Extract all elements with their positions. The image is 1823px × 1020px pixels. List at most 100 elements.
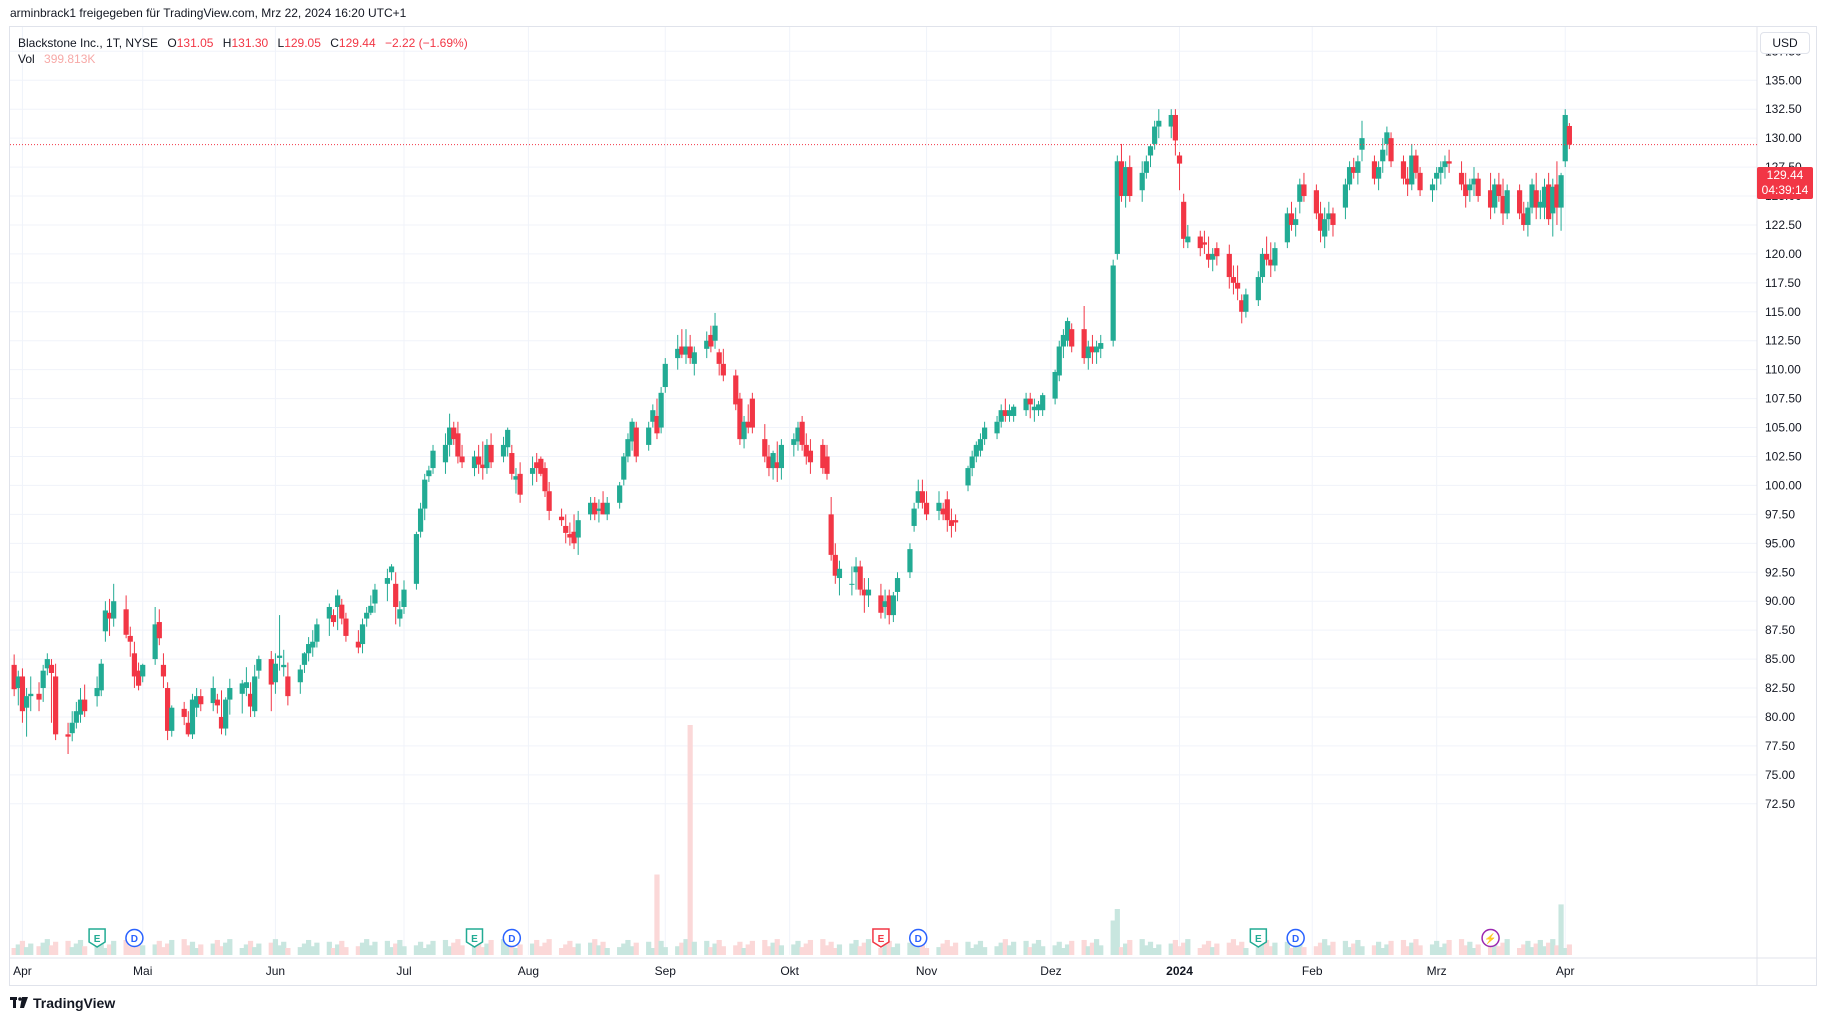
dividend-marker[interactable]: D: [125, 928, 144, 948]
volume-bar: [679, 942, 685, 955]
candle-body: [1176, 155, 1183, 164]
candle-body: [1031, 406, 1037, 411]
y-tick-label: 92.50: [1765, 565, 1795, 579]
publisher-line: arminbrack1 freigegeben für TradingView.…: [10, 6, 407, 20]
candle-body: [1429, 184, 1436, 191]
earnings-marker[interactable]: E: [1249, 928, 1268, 948]
candle-body: [745, 421, 751, 428]
volume-bar: [1380, 948, 1386, 955]
earnings-icon: [88, 928, 106, 948]
volume-bar: [281, 941, 287, 955]
volume-bar: [1234, 945, 1241, 955]
symbol-name[interactable]: Blackstone Inc., 1T, NYSE: [18, 36, 159, 50]
candle-body: [563, 525, 569, 533]
volume-bar: [1006, 945, 1013, 955]
candle-body: [500, 444, 507, 457]
candle-body: [861, 589, 867, 596]
candle-body: [1168, 114, 1174, 127]
currency-button[interactable]: USD: [1760, 32, 1810, 54]
y-tick-label: 110.00: [1765, 363, 1801, 377]
close-label: C: [330, 36, 339, 50]
volume-bar: [1272, 942, 1278, 955]
tradingview-logo[interactable]: TradingView: [10, 995, 115, 1011]
candle-body: [1234, 282, 1241, 289]
volume-bar: [401, 946, 407, 955]
candle-body: [1002, 410, 1008, 416]
volume-bar: [965, 941, 971, 955]
volume-label[interactable]: Vol: [18, 52, 35, 66]
dividend-marker[interactable]: D: [909, 928, 928, 948]
candle-body: [1566, 125, 1572, 145]
volume-bar: [23, 947, 30, 955]
volume-bar: [861, 942, 867, 955]
dividend-marker[interactable]: D: [1286, 928, 1305, 948]
candle-body: [675, 348, 681, 359]
volume-bar: [1438, 947, 1444, 955]
candle-body: [1546, 184, 1552, 220]
candle-body: [194, 696, 200, 708]
candle-body: [588, 502, 594, 515]
earnings-marker[interactable]: E: [872, 928, 890, 948]
candle-body: [1371, 161, 1378, 179]
volume-bar: [513, 948, 519, 955]
volume-bar: [948, 946, 955, 955]
candle-body: [82, 699, 88, 712]
volume-bar: [828, 941, 834, 955]
candle-body: [977, 439, 984, 451]
volume-bar: [1147, 941, 1154, 955]
candle-body: [1181, 201, 1187, 239]
candle-body: [1384, 132, 1390, 144]
candle-body: [227, 688, 233, 700]
volume-bar: [1226, 942, 1232, 955]
volume-bar: [484, 943, 490, 955]
volume-bar: [1255, 947, 1261, 955]
volume-bar: [1487, 943, 1494, 955]
candle-body: [1313, 190, 1319, 214]
volume-bar: [923, 948, 930, 955]
candle-body: [1123, 167, 1129, 197]
candle-body: [272, 663, 279, 683]
candle-body: [106, 612, 113, 619]
candle-body: [1143, 161, 1149, 173]
volume-bar: [1463, 945, 1469, 955]
volume-bar: [455, 939, 461, 955]
volume-bar: [314, 942, 320, 955]
volume-bar: [276, 945, 283, 955]
candle-body: [1214, 248, 1220, 257]
volume-bar: [704, 940, 710, 955]
volume-bar: [691, 941, 697, 955]
candle-body: [15, 676, 21, 689]
candle-body: [484, 444, 490, 469]
y-tick-label: 82.50: [1765, 681, 1795, 695]
candle-body: [285, 676, 291, 697]
y-tick-label: 90.00: [1765, 594, 1795, 608]
volume-bar: [268, 942, 274, 955]
y-tick-label: 87.50: [1765, 623, 1795, 637]
volume-bar: [384, 940, 391, 955]
volume-bar: [1089, 942, 1096, 955]
x-tick-label: Jun: [266, 964, 285, 978]
volume-value: 399.813K: [44, 52, 96, 66]
volume-bar: [1023, 940, 1029, 955]
volume-bar: [654, 874, 660, 955]
dividend-marker[interactable]: D: [502, 928, 522, 948]
volume-bar: [1210, 947, 1216, 955]
split-marker[interactable]: ⚡: [1481, 928, 1500, 948]
volume-bar: [1467, 941, 1473, 955]
candle-body: [658, 392, 664, 428]
candle-body: [919, 491, 925, 503]
y-tick-label: 117.50: [1765, 276, 1801, 290]
earnings-marker[interactable]: E: [465, 928, 484, 948]
volume-bar: [571, 947, 577, 955]
candle-body: [480, 464, 486, 469]
volume-bar: [766, 946, 772, 955]
volume-bar: [778, 945, 784, 955]
earnings-marker[interactable]: E: [88, 928, 106, 948]
candle-body: [1521, 213, 1527, 225]
candle-body: [795, 427, 801, 442]
volume-bar: [77, 939, 84, 955]
candle-body: [1500, 196, 1506, 214]
volume-bar: [894, 943, 901, 955]
volume-bar: [745, 944, 751, 955]
